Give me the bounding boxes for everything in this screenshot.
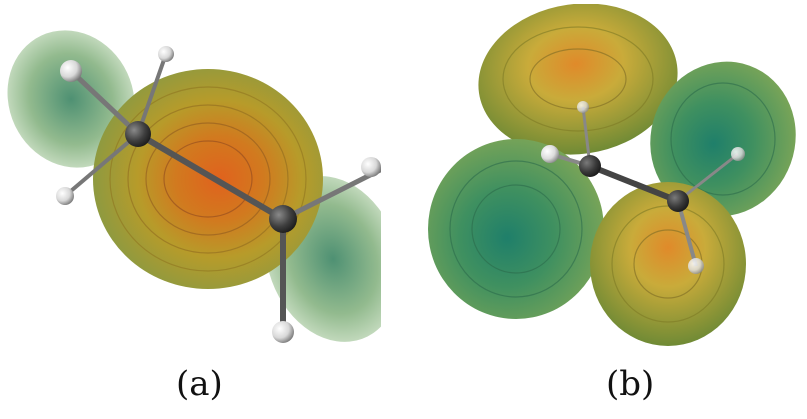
carbon-atom-2 — [667, 190, 689, 212]
hydrogen-atom — [56, 187, 74, 205]
orbital-b-image — [428, 4, 806, 356]
panel-a-caption: (a) — [176, 364, 223, 404]
hydrogen-atom — [60, 60, 82, 82]
hydrogen-atom — [541, 145, 559, 163]
hydrogen-atom — [577, 101, 589, 113]
hydrogen-atom — [731, 147, 745, 161]
hydrogen-atom — [361, 157, 381, 177]
lobe-upper-left — [7, 30, 135, 168]
hydrogen-atom — [688, 258, 704, 274]
hydrogen-atom — [272, 321, 294, 343]
lobe-top — [478, 4, 678, 155]
carbon-atom-2 — [269, 205, 297, 233]
orbital-render-b — [428, 4, 806, 356]
panel-b-caption: (b) — [606, 364, 655, 404]
carbon-atom-1 — [125, 121, 151, 147]
lobe-right — [650, 61, 796, 217]
orbital-render-a — [3, 4, 381, 356]
carbon-atom-1 — [579, 155, 601, 177]
orbital-a-image — [3, 4, 381, 356]
hydrogen-atom — [158, 46, 174, 62]
lobe-left — [428, 139, 604, 319]
lobe-center — [93, 69, 323, 289]
